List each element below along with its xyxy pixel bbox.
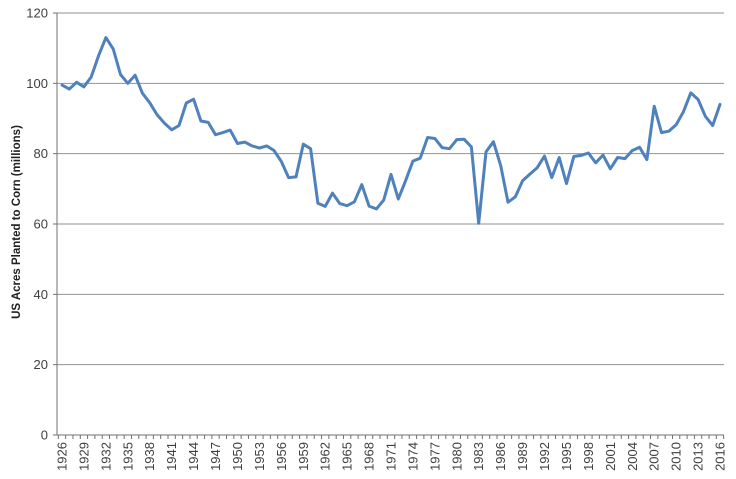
x-tick-label: 1962 — [318, 442, 333, 471]
y-axis-title: US Acres Planted to Corn (millions) — [11, 125, 23, 319]
x-tick-label: 1935 — [120, 442, 135, 471]
x-tick-label: 1998 — [581, 442, 596, 471]
x-tick-label: 2013 — [691, 442, 706, 471]
x-tick-label: 2001 — [603, 442, 618, 471]
x-tick-label: 2004 — [625, 442, 640, 471]
x-tick-label: 1938 — [142, 442, 157, 471]
y-tick-label: 60 — [34, 217, 48, 232]
y-tick-label: 100 — [26, 76, 48, 91]
x-tick-label: 2016 — [713, 442, 728, 471]
x-tick-label: 1959 — [296, 442, 311, 471]
x-tick-label: 1980 — [449, 442, 464, 471]
x-tick-label: 1929 — [76, 442, 91, 471]
x-tick-label: 1968 — [362, 442, 377, 471]
x-tick-label: 2007 — [647, 442, 662, 471]
x-tick-label: 1944 — [186, 442, 201, 471]
x-tick-label: 1995 — [559, 442, 574, 471]
x-tick-label: 1953 — [252, 442, 267, 471]
y-tick-label: 20 — [34, 357, 48, 372]
x-tick-label: 1965 — [340, 442, 355, 471]
x-tick-label: 1941 — [164, 442, 179, 471]
x-tick-label: 1986 — [493, 442, 508, 471]
x-tick-label: 1977 — [427, 442, 442, 471]
x-tick-label: 1983 — [471, 442, 486, 471]
x-tick-label: 1992 — [537, 442, 552, 471]
x-tick-label: 1956 — [274, 442, 289, 471]
corn-acres-series-line — [60, 36, 722, 225]
y-tick-label: 0 — [41, 428, 48, 443]
x-tick-label: 1974 — [405, 442, 420, 471]
x-tick-label: 2010 — [669, 442, 684, 471]
x-tick-label: 1926 — [55, 442, 70, 471]
x-tick-label: 1932 — [98, 442, 113, 471]
x-tick-label: 1950 — [230, 442, 245, 471]
y-tick-label: 40 — [34, 287, 48, 302]
x-tick-label: 1971 — [384, 442, 399, 471]
y-tick-label: 80 — [34, 146, 48, 161]
x-tick-label: 1989 — [515, 442, 530, 471]
x-tick-label: 1947 — [208, 442, 223, 471]
y-tick-label: 120 — [26, 6, 48, 21]
